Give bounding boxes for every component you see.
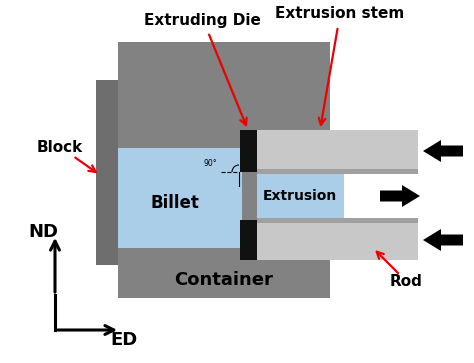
- Text: Block: Block: [37, 140, 83, 155]
- Text: ND: ND: [28, 223, 58, 241]
- Text: Billet: Billet: [151, 194, 200, 212]
- Text: ED: ED: [110, 331, 137, 349]
- Polygon shape: [96, 80, 122, 265]
- Polygon shape: [240, 130, 257, 172]
- Text: Container: Container: [174, 271, 273, 289]
- Polygon shape: [257, 218, 418, 223]
- FancyArrow shape: [423, 229, 463, 251]
- Polygon shape: [257, 172, 344, 220]
- Polygon shape: [118, 42, 330, 298]
- FancyArrow shape: [423, 140, 463, 162]
- Text: Extruding Die: Extruding Die: [144, 12, 260, 28]
- Text: Rod: Rod: [390, 274, 423, 290]
- Polygon shape: [240, 220, 257, 260]
- Text: 90°: 90°: [203, 159, 217, 168]
- Text: Extrusion: Extrusion: [263, 189, 337, 203]
- Polygon shape: [257, 130, 418, 172]
- Polygon shape: [257, 169, 418, 174]
- Polygon shape: [118, 42, 330, 298]
- Polygon shape: [257, 220, 418, 260]
- Polygon shape: [118, 148, 242, 248]
- FancyArrow shape: [380, 185, 420, 207]
- Text: Extrusion stem: Extrusion stem: [275, 7, 405, 21]
